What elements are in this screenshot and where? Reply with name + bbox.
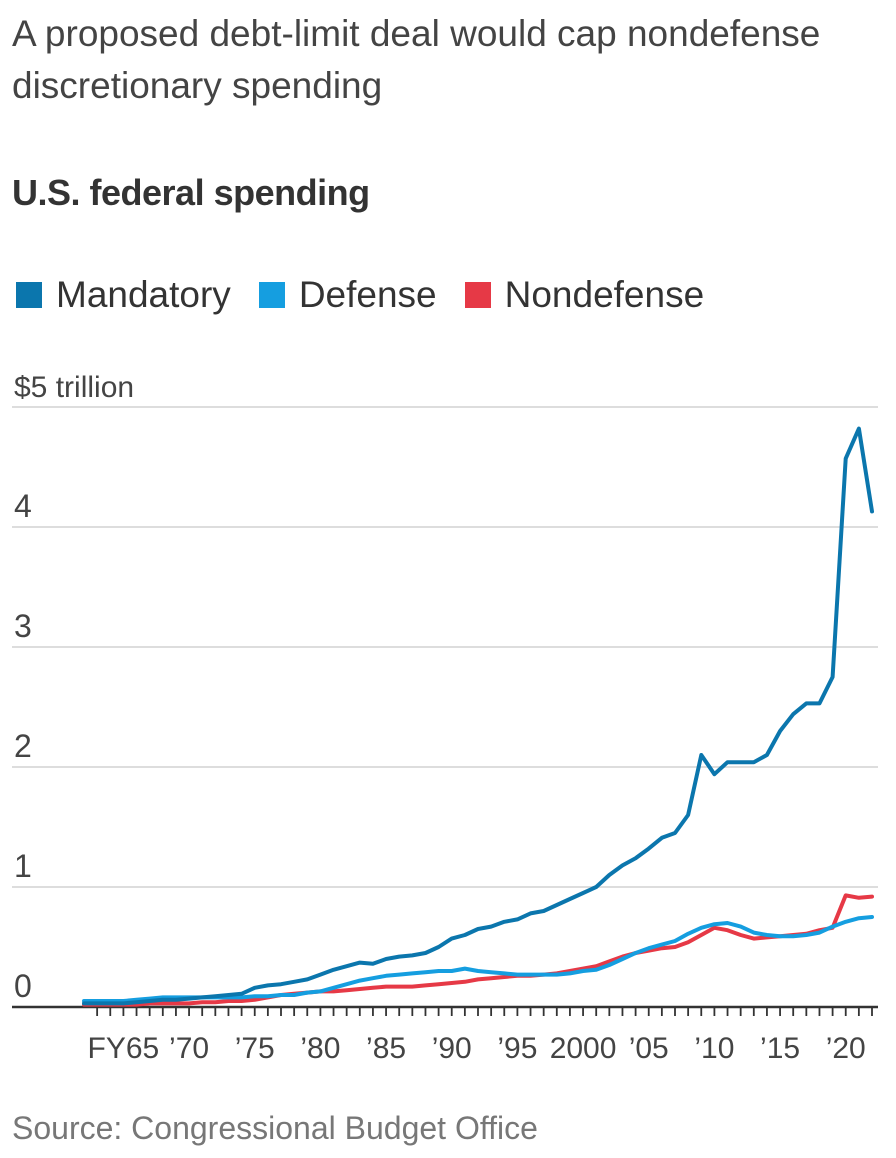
y-tick-label: 4 <box>14 488 32 524</box>
x-tick-label: ’80 <box>300 1032 340 1065</box>
legend: Mandatory Defense Nondefense <box>16 270 732 320</box>
legend-swatch-defense <box>258 282 285 308</box>
legend-label-mandatory: Mandatory <box>56 274 231 315</box>
x-tick-label: ’20 <box>826 1032 866 1065</box>
x-tick-label: ’85 <box>366 1032 406 1065</box>
series-line-mandatory <box>82 426 874 1006</box>
y-tick-label: 3 <box>14 608 32 644</box>
y-tick-label: 2 <box>14 728 32 764</box>
legend-swatch-nondefense <box>464 282 491 308</box>
legend-label-nondefense: Nondefense <box>504 274 705 315</box>
series-line-nondefense <box>82 893 874 1007</box>
legend-item-mandatory: Mandatory <box>16 274 231 316</box>
x-tick-label: FY65 <box>88 1032 160 1065</box>
legend-item-nondefense: Nondefense <box>464 274 705 316</box>
x-tick-label: ’05 <box>629 1032 669 1065</box>
x-tick-label: ’10 <box>694 1032 734 1065</box>
y-tick-label: 1 <box>14 848 32 884</box>
y-tick-label: $5 trillion <box>14 371 134 404</box>
x-tick-label: ’90 <box>432 1032 472 1065</box>
legend-item-defense: Defense <box>258 274 437 316</box>
x-tick-label: 2000 <box>550 1032 617 1065</box>
source-note: Source: Congressional Budget Office <box>12 1110 538 1146</box>
gridlines <box>12 406 878 888</box>
x-tick-label: ’75 <box>235 1032 275 1065</box>
x-tick-label: ’95 <box>497 1032 537 1065</box>
x-tick-label: ’15 <box>760 1032 800 1065</box>
x-tick-label: ’70 <box>169 1032 209 1065</box>
legend-label-defense: Defense <box>298 274 437 315</box>
series-lines <box>82 426 874 1007</box>
chart-subhead: U.S. federal spending <box>12 172 370 213</box>
y-axis-ticks: 0 1 2 3 4 $5 trillion <box>14 371 134 1004</box>
chart-headline: A proposed debt-limit deal would cap non… <box>12 13 821 106</box>
legend-swatch-mandatory <box>16 282 42 308</box>
y-tick-label: 0 <box>14 968 32 1004</box>
x-axis: FY65 ’70 ’75 ’80 ’85 ’90 ’95 2000 ’05 ’10 ’15 ’20 <box>12 1005 878 1065</box>
line-chart: 0 1 2 3 4 $5 trillion FY65 ’70 ’75 ’80 ’85 ’90 ’95 2… <box>12 371 878 1065</box>
